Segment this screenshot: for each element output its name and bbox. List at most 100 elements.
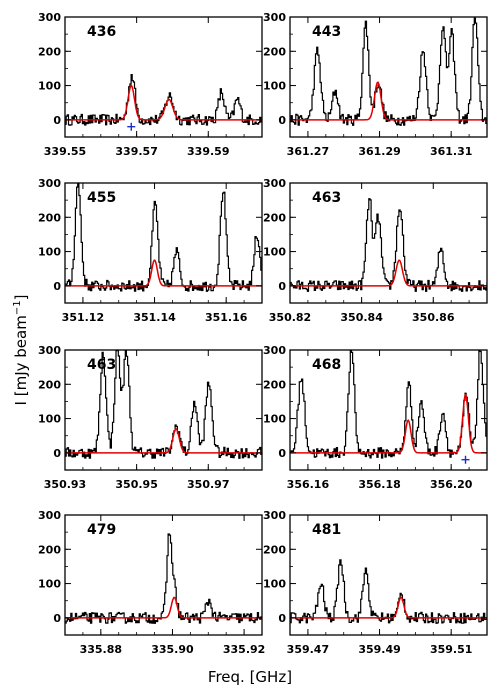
spectrum-panel-6: 0 100 200 300 356.16 356.18 356.20 468 bbox=[263, 344, 488, 491]
y-tick-label: 300 bbox=[38, 344, 61, 357]
x-tick-label: 335.92 bbox=[223, 643, 265, 656]
panel-frame bbox=[289, 16, 488, 138]
x-tick-label: 359.49 bbox=[358, 643, 400, 656]
y-tick-label: 300 bbox=[38, 509, 61, 522]
spectrum-panel-4: 0 100 200 300 350.82 350.84 350.86 463 bbox=[263, 177, 488, 324]
y-tick-label: 200 bbox=[263, 378, 286, 391]
line-marker bbox=[461, 455, 470, 464]
line-marker bbox=[127, 122, 136, 131]
y-tick-label: 200 bbox=[38, 45, 61, 58]
y-tick-label: 200 bbox=[38, 211, 61, 224]
panel-frame bbox=[289, 182, 488, 304]
panel-label: 436 bbox=[87, 24, 116, 40]
y-axis-label-text: I [mJy beam−1] bbox=[12, 294, 30, 406]
y-tick-label: 200 bbox=[263, 211, 286, 224]
y-tick-label: 0 bbox=[53, 114, 61, 127]
model-spectrum-1 bbox=[65, 84, 262, 121]
y-tick-label: 100 bbox=[38, 578, 61, 591]
y-tick-label: 0 bbox=[278, 280, 286, 293]
x-tick-label: 361.31 bbox=[430, 145, 472, 158]
panel-label: 463 bbox=[312, 190, 341, 206]
spectrum-panel-3: 0 100 200 300 351.12 351.14 351.16 455 bbox=[38, 177, 263, 324]
y-tick-label: 300 bbox=[38, 177, 61, 190]
y-tick-label: 100 bbox=[38, 413, 61, 426]
x-tick-label: 356.20 bbox=[430, 478, 473, 491]
y-tick-label: 300 bbox=[263, 177, 286, 190]
x-tick-label: 339.57 bbox=[115, 145, 157, 158]
y-tick-label: 200 bbox=[38, 543, 61, 556]
model-spectrum-6 bbox=[290, 393, 487, 454]
y-tick-label: 300 bbox=[263, 509, 286, 522]
y-tick-label: 100 bbox=[263, 578, 286, 591]
panel-label: 479 bbox=[87, 522, 116, 538]
model-spectrum-2 bbox=[290, 81, 487, 121]
x-tick-label: 350.93 bbox=[44, 478, 86, 491]
model-spectrum-7 bbox=[65, 596, 262, 619]
x-tick-label: 350.82 bbox=[269, 311, 311, 324]
y-tick-label: 300 bbox=[263, 344, 286, 357]
model-spectrum-8 bbox=[290, 596, 487, 619]
y-tick-label: 300 bbox=[263, 11, 286, 24]
x-tick-label: 359.47 bbox=[287, 643, 329, 656]
y-tick-label: 200 bbox=[263, 45, 286, 58]
panel-label: 468 bbox=[312, 357, 341, 373]
x-tick-label: 356.18 bbox=[358, 478, 400, 491]
y-tick-label: 0 bbox=[278, 612, 286, 625]
panel-frame bbox=[64, 514, 263, 636]
y-tick-label: 0 bbox=[278, 447, 286, 460]
observed-spectrum-1 bbox=[65, 74, 262, 126]
observed-spectrum-4 bbox=[290, 198, 487, 292]
panel-frame bbox=[64, 16, 263, 138]
panel-label: 481 bbox=[312, 522, 341, 538]
observed-spectrum-8 bbox=[290, 559, 487, 624]
y-tick-label: 100 bbox=[263, 413, 286, 426]
panel-frame bbox=[64, 349, 263, 471]
panel-frame bbox=[289, 349, 488, 471]
x-tick-label: 339.55 bbox=[44, 145, 86, 158]
model-spectrum-4 bbox=[290, 259, 487, 287]
x-tick-label: 350.97 bbox=[187, 478, 229, 491]
y-tick-label: 100 bbox=[38, 80, 61, 93]
y-tick-label: 0 bbox=[53, 280, 61, 293]
observed-spectrum-7 bbox=[65, 533, 262, 624]
x-tick-label: 335.90 bbox=[151, 643, 194, 656]
model-spectrum-3 bbox=[65, 259, 262, 287]
model-spectrum-5 bbox=[65, 427, 262, 454]
x-tick-label: 351.14 bbox=[133, 311, 176, 324]
spectrum-panel-2: 0 100 200 300 361.27 361.29 361.31 443 bbox=[263, 11, 488, 158]
y-tick-label: 100 bbox=[263, 246, 286, 259]
x-tick-label: 359.51 bbox=[430, 643, 472, 656]
observed-spectrum-5 bbox=[65, 350, 262, 459]
panel-label: 455 bbox=[87, 190, 116, 206]
x-tick-label: 356.16 bbox=[287, 478, 330, 491]
x-tick-label: 335.88 bbox=[80, 643, 122, 656]
panel-frame bbox=[64, 182, 263, 304]
x-axis-label: Freq. [GHz] bbox=[207, 668, 293, 686]
spectrum-panel-5: 0 100 200 300 350.93 350.95 350.97 463 bbox=[38, 344, 263, 491]
y-tick-label: 100 bbox=[263, 80, 286, 93]
y-tick-label: 300 bbox=[38, 11, 61, 24]
x-tick-label: 361.27 bbox=[287, 145, 329, 158]
y-tick-label: 0 bbox=[278, 114, 286, 127]
panel-label: 443 bbox=[312, 24, 341, 40]
x-tick-label: 351.16 bbox=[205, 311, 248, 324]
y-tick-label: 200 bbox=[263, 543, 286, 556]
panel-frame bbox=[289, 514, 488, 636]
x-tick-label: 351.12 bbox=[62, 311, 104, 324]
y-axis-label: I [mJy beam−1] bbox=[6, 295, 36, 406]
spectrum-panel-8: 0 100 200 300 359.47 359.49 359.51 481 bbox=[263, 509, 488, 656]
x-tick-label: 361.29 bbox=[358, 145, 400, 158]
x-tick-label: 350.86 bbox=[412, 311, 455, 324]
y-tick-label: 0 bbox=[53, 612, 61, 625]
y-tick-label: 0 bbox=[53, 447, 61, 460]
x-tick-label: 339.59 bbox=[187, 145, 229, 158]
x-tick-label: 350.95 bbox=[115, 478, 157, 491]
y-tick-label: 200 bbox=[38, 378, 61, 391]
observed-spectrum-3 bbox=[65, 183, 262, 292]
spectrum-panel-7: 0 100 200 300 335.88 335.90 335.92 479 bbox=[38, 509, 265, 656]
panel-label: 463 bbox=[87, 357, 116, 373]
x-tick-label: 350.84 bbox=[340, 311, 383, 324]
y-tick-label: 100 bbox=[38, 246, 61, 259]
spectrum-panel-1: 0 100 200 300 339.55 339.57 339.59 436 bbox=[38, 11, 263, 158]
